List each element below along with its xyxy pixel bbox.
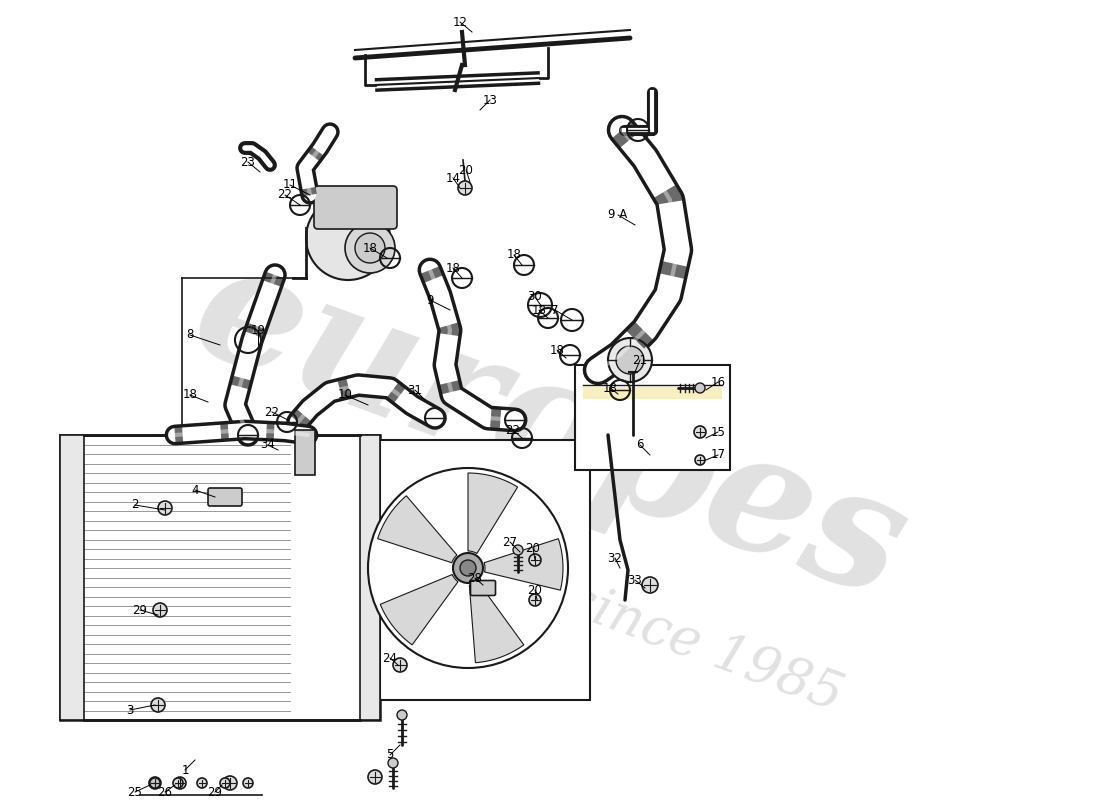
- Circle shape: [529, 554, 541, 566]
- Text: 18: 18: [507, 249, 521, 262]
- Text: 20: 20: [526, 542, 540, 554]
- Circle shape: [616, 346, 644, 374]
- Text: 11: 11: [283, 178, 297, 191]
- Text: 18: 18: [550, 343, 564, 357]
- Bar: [583, 387, 722, 399]
- Circle shape: [529, 594, 541, 606]
- Circle shape: [388, 758, 398, 768]
- Text: 20: 20: [459, 163, 473, 177]
- Circle shape: [368, 468, 568, 668]
- Circle shape: [695, 455, 705, 465]
- Polygon shape: [470, 582, 524, 662]
- Text: 29: 29: [132, 603, 147, 617]
- Circle shape: [151, 698, 165, 712]
- FancyBboxPatch shape: [314, 186, 397, 229]
- Text: 12: 12: [452, 15, 468, 29]
- Text: 18: 18: [363, 242, 377, 254]
- Bar: [379, 440, 590, 700]
- Text: 20: 20: [528, 583, 542, 597]
- Text: 23: 23: [241, 155, 255, 169]
- Text: 18: 18: [531, 303, 547, 317]
- Text: 10: 10: [338, 389, 352, 402]
- Text: 22: 22: [277, 189, 293, 202]
- Text: 8: 8: [186, 329, 194, 342]
- Circle shape: [694, 426, 706, 438]
- Circle shape: [220, 778, 230, 788]
- Text: 33: 33: [628, 574, 642, 586]
- Circle shape: [148, 777, 161, 789]
- Circle shape: [695, 383, 705, 393]
- Circle shape: [458, 181, 472, 195]
- Polygon shape: [60, 435, 380, 720]
- Circle shape: [243, 778, 253, 788]
- Text: 3: 3: [126, 703, 134, 717]
- Circle shape: [642, 577, 658, 593]
- Text: 16: 16: [711, 375, 726, 389]
- Text: 22: 22: [506, 423, 520, 437]
- Circle shape: [513, 545, 522, 555]
- Circle shape: [460, 560, 476, 576]
- Circle shape: [608, 338, 652, 382]
- Text: 2: 2: [131, 498, 139, 511]
- Text: 4: 4: [191, 483, 199, 497]
- Circle shape: [173, 778, 183, 788]
- Circle shape: [453, 553, 483, 583]
- Circle shape: [150, 778, 160, 788]
- Circle shape: [355, 233, 385, 263]
- Polygon shape: [381, 574, 458, 645]
- Text: 13: 13: [483, 94, 497, 106]
- Bar: [295, 430, 315, 475]
- Polygon shape: [377, 496, 456, 562]
- Text: europes: europes: [174, 227, 926, 633]
- Circle shape: [197, 778, 207, 788]
- Text: 19: 19: [251, 323, 265, 337]
- Text: 17: 17: [711, 449, 726, 462]
- Text: 6: 6: [636, 438, 644, 451]
- Text: 21: 21: [632, 354, 648, 366]
- Text: 29: 29: [208, 786, 222, 798]
- Circle shape: [397, 710, 407, 720]
- Circle shape: [174, 777, 186, 789]
- Polygon shape: [360, 435, 379, 720]
- Text: 1: 1: [182, 763, 189, 777]
- Circle shape: [345, 223, 395, 273]
- Text: 18: 18: [446, 262, 461, 274]
- Circle shape: [153, 603, 167, 617]
- Text: 9: 9: [427, 294, 433, 306]
- Text: 34: 34: [261, 438, 275, 451]
- Circle shape: [306, 196, 390, 280]
- FancyBboxPatch shape: [471, 581, 495, 595]
- Text: 27: 27: [503, 535, 517, 549]
- Text: 32: 32: [607, 551, 623, 565]
- Circle shape: [368, 770, 382, 784]
- Circle shape: [223, 776, 236, 790]
- Text: 28: 28: [468, 571, 483, 585]
- Polygon shape: [468, 473, 518, 554]
- Text: 5: 5: [386, 749, 394, 762]
- Text: 31: 31: [408, 383, 422, 397]
- Circle shape: [393, 658, 407, 672]
- Circle shape: [158, 501, 172, 515]
- Text: 26: 26: [157, 786, 173, 798]
- Text: 24: 24: [383, 651, 397, 665]
- Circle shape: [150, 778, 160, 788]
- Text: 9 A: 9 A: [608, 209, 628, 222]
- Text: a place for parts since 1985: a place for parts since 1985: [131, 418, 849, 722]
- Text: 18: 18: [183, 389, 197, 402]
- Text: 22: 22: [264, 406, 279, 418]
- Polygon shape: [484, 538, 563, 590]
- Text: 30: 30: [528, 290, 542, 303]
- Polygon shape: [60, 435, 84, 720]
- Text: 18: 18: [603, 382, 617, 394]
- Text: 7: 7: [551, 303, 559, 317]
- Bar: [575, 365, 730, 470]
- FancyBboxPatch shape: [208, 488, 242, 506]
- Text: 25: 25: [128, 786, 142, 798]
- Text: 15: 15: [711, 426, 725, 438]
- Text: 14: 14: [446, 171, 461, 185]
